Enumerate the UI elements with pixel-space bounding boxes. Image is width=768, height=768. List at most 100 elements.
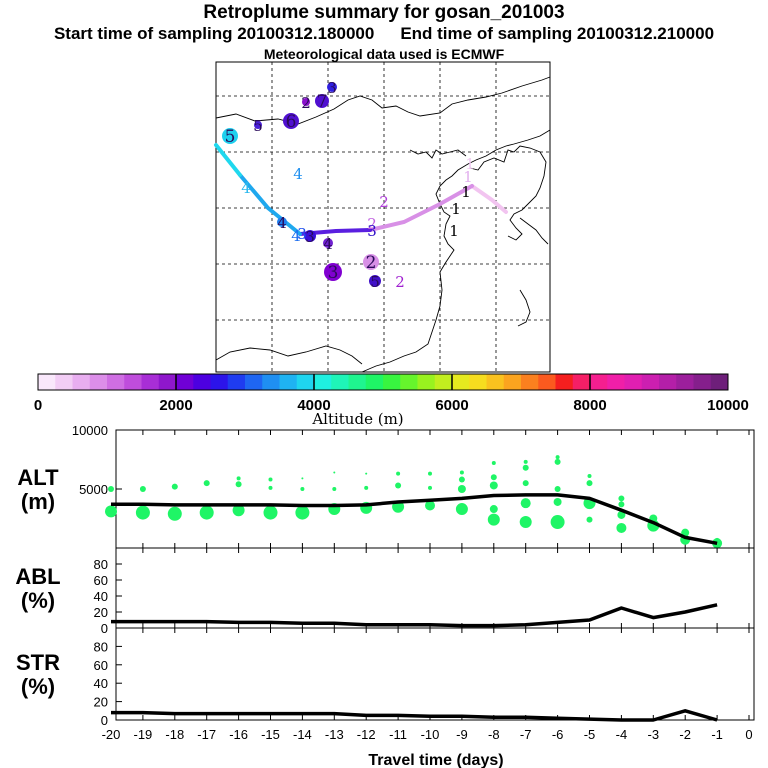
- altitude-dot: [459, 470, 464, 475]
- colorbar-cell: [521, 374, 539, 390]
- marker-dot: [315, 94, 329, 108]
- altitude-dot: [301, 477, 304, 480]
- x-tick-label: -10: [421, 727, 440, 742]
- marker-label: 2: [301, 94, 311, 112]
- map-marker-6: 6: [283, 112, 299, 132]
- y-tick-label: 10000: [72, 423, 108, 438]
- panel-ylabel: (%): [21, 588, 55, 613]
- x-tick-label: -15: [261, 727, 280, 742]
- panel-ylabel: (%): [21, 674, 55, 699]
- colorbar-cell: [434, 374, 453, 390]
- panel-ylabel: ALT: [17, 465, 59, 490]
- track-segment-1: [470, 184, 508, 214]
- altitude-dot: [199, 505, 214, 520]
- colorbar-tick-label: 2000: [159, 397, 192, 414]
- altitude-colorbar: 0 2000 4000 6000 8000 10000: [34, 373, 749, 414]
- marker-label: 3: [327, 79, 337, 97]
- colorbar-cell: [107, 374, 125, 390]
- marker-label: 3: [328, 263, 339, 283]
- colorbar-cell: [210, 374, 229, 390]
- y-tick-label: 80: [94, 557, 108, 572]
- altitude-dot: [167, 506, 182, 521]
- map-marker-1: 1: [449, 222, 459, 240]
- altitude-dot: [332, 487, 337, 491]
- altitude-dot: [519, 516, 532, 529]
- altitude-dot: [235, 481, 242, 488]
- altitude-dot: [522, 464, 529, 471]
- altitude-dot: [618, 495, 625, 502]
- map-marker-5: 5: [253, 117, 263, 135]
- x-tick-label: -2: [679, 727, 691, 742]
- altitude-dot: [487, 513, 500, 526]
- altitude-dot: [550, 515, 565, 530]
- y-tick-label: 40: [94, 676, 108, 691]
- colorbar-cell: [538, 374, 556, 390]
- altitude-dot: [553, 497, 562, 506]
- colorbar-tick-label: 10000: [707, 397, 749, 414]
- altitude-dot: [232, 504, 245, 517]
- marker-label: 1: [451, 200, 461, 218]
- x-tick-label: -1: [711, 727, 723, 742]
- x-tick-label: -14: [293, 727, 312, 742]
- marker-dot: [324, 263, 342, 281]
- colorbar-tick-label: 0: [34, 397, 42, 414]
- track-segment-4: [238, 173, 302, 236]
- marker-label: 1: [449, 222, 459, 240]
- altitude-dot: [203, 480, 210, 487]
- map-marker-4: 4: [291, 227, 301, 245]
- altitude-dot: [489, 505, 498, 514]
- x-tick-label: -4: [616, 727, 628, 742]
- colorbar-cell: [503, 374, 522, 390]
- marker-label: 3: [297, 225, 307, 243]
- colorbar-cell: [72, 374, 91, 390]
- altitude-dot: [457, 485, 466, 493]
- y-tick-label: 60: [94, 658, 108, 673]
- colorbar-cell: [365, 374, 384, 390]
- marker-label: 4: [291, 227, 301, 245]
- track-segment-2: [368, 184, 474, 232]
- series-line-str: [111, 709, 718, 722]
- y-tick-label: 5000: [79, 482, 108, 497]
- panel-frame: [115, 627, 755, 721]
- x-tick-label: -5: [584, 727, 596, 742]
- map-marker-4: 4: [323, 235, 333, 253]
- marker-label: 4: [293, 165, 303, 183]
- marker-label: 4: [323, 235, 333, 253]
- altitude-dot: [396, 471, 401, 476]
- altitude-dot: [455, 503, 468, 516]
- marker-label: 4: [241, 179, 251, 197]
- colorbar-tick-label: 8000: [573, 397, 606, 414]
- altitude-dot: [135, 505, 150, 520]
- altitude-dot: [616, 522, 627, 533]
- x-tick-label: 0: [745, 727, 752, 742]
- map-marker-3: 3: [304, 228, 316, 246]
- track-segment-5: [214, 143, 242, 177]
- panel-ylabel: STR: [16, 650, 60, 675]
- altitude-dot: [491, 461, 496, 466]
- marker-label: 5: [253, 117, 263, 135]
- colorbar-cell: [624, 374, 643, 390]
- x-tick-label: -20: [102, 727, 121, 742]
- map-marker-5: 5: [222, 127, 238, 147]
- map-marker-5: 5: [369, 273, 381, 291]
- marker-dot: [327, 82, 337, 92]
- map-marker-2: 2: [301, 94, 311, 112]
- x-tick-label: -18: [165, 727, 184, 742]
- map-marker-2: 2: [367, 215, 377, 233]
- altitude-dot: [333, 471, 336, 474]
- map-marker-1: 1: [465, 155, 475, 173]
- map-marker-7: 7: [315, 92, 329, 112]
- altitude-dot: [171, 483, 178, 490]
- y-tick-label: 0: [101, 713, 108, 728]
- colorbar-cell: [89, 374, 108, 390]
- marker-label: 6: [286, 112, 297, 132]
- altitude-dot: [554, 458, 561, 465]
- colorbar-cell: [55, 374, 73, 390]
- x-tick-label: -9: [456, 727, 468, 742]
- map-marker-4: 4: [277, 214, 287, 232]
- marker-dot: [222, 128, 238, 144]
- colorbar-cell: [693, 374, 712, 390]
- colorbar-cell: [141, 374, 160, 390]
